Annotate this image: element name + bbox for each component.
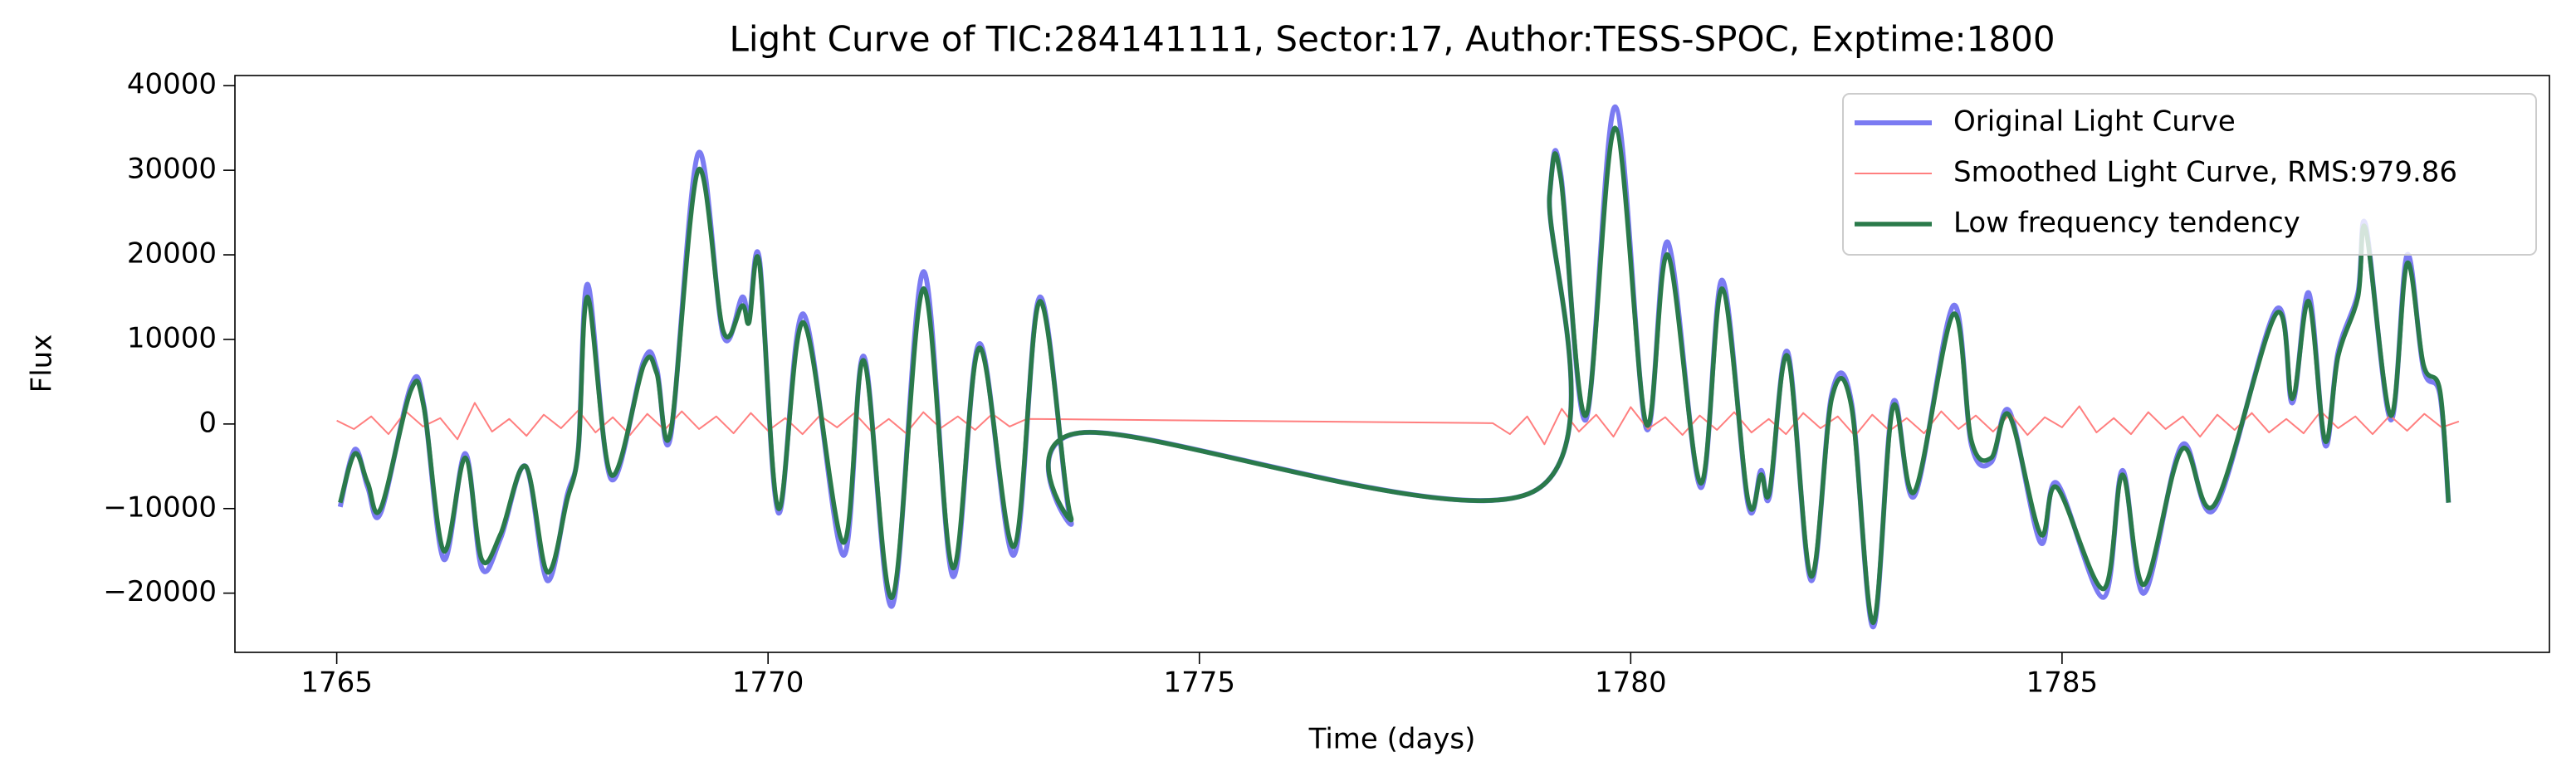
x-axis-label: Time (days) <box>1308 723 1476 756</box>
legend-label: Original Light Curve <box>1953 105 2236 139</box>
y-tick-label: −20000 <box>103 575 217 608</box>
series-group <box>336 104 2460 630</box>
y-tick-label: 30000 <box>127 153 217 186</box>
series-line <box>338 125 2451 626</box>
x-tick-label: 1770 <box>732 666 804 700</box>
chart-title: Light Curve of TIC:284141111, Sector:17,… <box>729 19 2055 60</box>
x-tick-label: 1785 <box>2026 666 2099 700</box>
y-axis-label: Flux <box>26 334 59 393</box>
y-tick-label: 0 <box>198 406 217 439</box>
x-tick-label: 1780 <box>1595 666 1667 700</box>
y-tick-label: 40000 <box>127 68 217 101</box>
x-tick-label: 1775 <box>1163 666 1235 700</box>
axes-frame <box>234 75 2550 653</box>
series-line <box>336 402 2460 446</box>
legend-label: Smoothed Light Curve, RMS:979.86 <box>1953 156 2457 189</box>
x-tick-label: 1765 <box>301 666 373 700</box>
y-tick-label: 20000 <box>127 237 217 271</box>
legend: Original Light Curve Smoothed Light Curve… <box>1842 93 2537 256</box>
y-tick-label: 10000 <box>127 321 217 354</box>
legend-label: Low frequency tendency <box>1953 207 2300 240</box>
legend-box <box>1842 93 2537 256</box>
y-tick-label: −10000 <box>103 491 217 524</box>
